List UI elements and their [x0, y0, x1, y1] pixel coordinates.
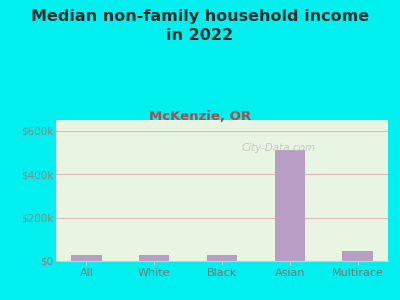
Bar — [139, 255, 170, 261]
Text: City-Data.com: City-Data.com — [241, 143, 316, 153]
Bar — [274, 150, 305, 261]
Bar — [342, 250, 373, 261]
Bar — [207, 255, 237, 261]
Text: McKenzie, OR: McKenzie, OR — [149, 110, 251, 122]
Bar — [71, 255, 102, 261]
Text: Median non-family household income
in 2022: Median non-family household income in 20… — [31, 9, 369, 43]
